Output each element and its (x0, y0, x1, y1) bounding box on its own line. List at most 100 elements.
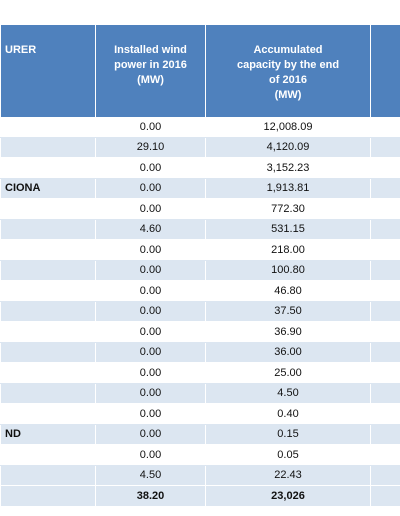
table-cell: 29.10 (95, 137, 206, 158)
table-body: 0.0012,008.09529.104,120.0910.003,152.23… (0, 117, 400, 507)
table-cell: 0.00 (95, 362, 206, 384)
table-cell: 0.00 (95, 239, 206, 261)
table-cell (0, 321, 96, 343)
table-cell: 0.00 (95, 280, 206, 302)
table-row: 0.004.500 (0, 383, 400, 404)
table-cell: 8 (370, 178, 400, 199)
table-cell: 0 (370, 342, 400, 363)
table-cell (0, 239, 96, 261)
table-cell (0, 444, 96, 466)
table-cell (0, 137, 96, 158)
table-cell: 3 (370, 198, 400, 220)
table-cell: 22.43 (205, 465, 371, 486)
table-cell: 0.00 (95, 198, 206, 220)
table-cell: 23,026 (205, 485, 371, 507)
table-cell: 0 (370, 424, 400, 445)
table-cell: 0.40 (205, 403, 371, 425)
table-row: 0.003,152.231 (0, 157, 400, 179)
table-cell: 3,152.23 (205, 157, 371, 179)
table-cell (0, 383, 96, 404)
table-cell: ND (0, 424, 96, 445)
table-cell (0, 301, 96, 322)
table-cell: 0 (370, 260, 400, 281)
table-row: 29.104,120.091 (0, 137, 400, 158)
table-cell: 36.90 (205, 321, 371, 343)
table-cell (0, 280, 96, 302)
table-cell (0, 465, 96, 486)
table-cell: 0 (370, 383, 400, 404)
table-cell: 100.80 (205, 260, 371, 281)
table-cell: 1,913.81 (205, 178, 371, 199)
table-cell: 0 (370, 465, 400, 486)
table-cell: 46.80 (205, 280, 371, 302)
header-cell: M s (370, 25, 400, 117)
table-cell: 36.00 (205, 342, 371, 363)
table-cell: 0.00 (95, 157, 206, 179)
table-cell (0, 362, 96, 384)
table-cell: 0.15 (205, 424, 371, 445)
table-cell: 5 (370, 117, 400, 138)
table-cell: 0.00 (95, 383, 206, 404)
table-cell: 12,008.09 (205, 117, 371, 138)
table-cell: 4.50 (95, 465, 206, 486)
table-cell: 25.00 (205, 362, 371, 384)
table-cell: 772.30 (205, 198, 371, 220)
table-cell: 0.00 (95, 301, 206, 322)
header-row: URER Installed wind power in 2016 (MW) Acc… (0, 25, 400, 117)
table-cell: 0 (370, 444, 400, 466)
table-cell: 218.00 (205, 239, 371, 261)
table-cell (0, 342, 96, 363)
table-cell: 0 (370, 362, 400, 384)
table-cell: CIONA (0, 178, 96, 199)
table-cell (0, 403, 96, 425)
table-cell: 0 (370, 239, 400, 261)
table-cell (0, 117, 96, 138)
table-row: 0.000.400 (0, 403, 400, 425)
table-row: ND0.000.150 (0, 424, 400, 445)
table-cell: 0.00 (95, 424, 206, 445)
table-cell: 0.00 (95, 444, 206, 466)
table-cell: 0 (370, 321, 400, 343)
table-cell (0, 485, 96, 507)
table-cell: 1 (370, 157, 400, 179)
table-row: 0.000.050 (0, 444, 400, 466)
table-cell: 10 (370, 485, 400, 507)
header-cell: Installed wind power in 2016 (MW) (95, 25, 206, 117)
table-cell: 0.00 (95, 178, 206, 199)
table-cell: 4,120.09 (205, 137, 371, 158)
table-cell: 531.15 (205, 219, 371, 240)
header-cell: Accumulated capacity by the end of 2016 … (205, 25, 371, 117)
header-cell: URER (0, 25, 96, 117)
table-cell: 0.05 (205, 444, 371, 466)
table-cell: 0.00 (95, 117, 206, 138)
table-cell: 0.00 (95, 321, 206, 343)
table-cell (0, 219, 96, 240)
table-cell: 0 (370, 280, 400, 302)
table-cell: 0.00 (95, 342, 206, 363)
table-cell: 0.00 (95, 260, 206, 281)
table-cell: 37.50 (205, 301, 371, 322)
table-cell: 4.50 (205, 383, 371, 404)
table-cell (0, 260, 96, 281)
table-cell: 1 (370, 137, 400, 158)
table-cell: 0.00 (95, 403, 206, 425)
table-cell: 4.60 (95, 219, 206, 240)
wind-table: URER Installed wind power in 2016 (MW) Acc… (0, 25, 400, 507)
table-cell (0, 198, 96, 220)
table-cell: 0 (370, 403, 400, 425)
table-cell (0, 157, 96, 179)
